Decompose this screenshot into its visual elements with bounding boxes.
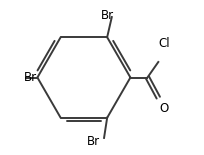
Text: Br: Br — [101, 9, 114, 22]
Text: Br: Br — [86, 135, 99, 148]
Text: O: O — [158, 102, 167, 115]
Text: Br: Br — [24, 71, 37, 84]
Text: Cl: Cl — [157, 37, 169, 50]
